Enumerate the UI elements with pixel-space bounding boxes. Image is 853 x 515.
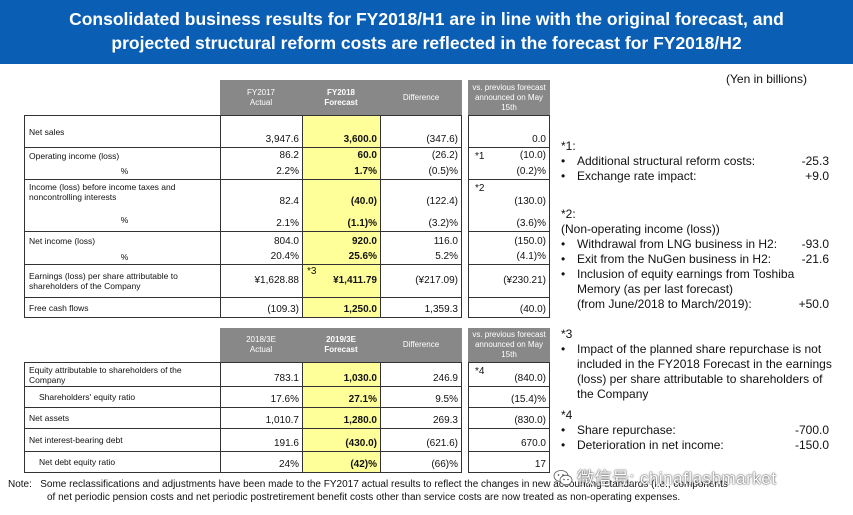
- header-difference: Difference: [380, 328, 462, 362]
- note-2-subtitle: (Non-operating income (loss)): [561, 222, 720, 236]
- table-row: Net assets 1,010.7 1,280.0 269.3 (830.0): [24, 408, 550, 429]
- header-2019-forecast: 2019/3E Forecast: [302, 328, 380, 362]
- cell-forecast: 3,600.0: [302, 115, 380, 148]
- header-2018-actual: 2018/3E Actual: [220, 328, 302, 362]
- unit-label: (Yen in billions): [726, 72, 807, 86]
- cell-difference: (347.6): [380, 115, 462, 148]
- note-marker: *1: [475, 151, 485, 162]
- table-row: Net sales 3,947.6 3,600.0 (347.6) 0.0: [24, 115, 550, 148]
- table-row: Earnings (loss) per share attributable t…: [24, 265, 550, 298]
- wechat-icon: [553, 470, 573, 486]
- note-marker: *4: [475, 366, 485, 377]
- note-2: *2: (Non-operating income (loss)) • Withd…: [561, 207, 829, 311]
- note-item: • Exit from the NuGen business in H2: -21.…: [561, 252, 829, 266]
- balance-table: 2018/3E Actual 2019/3E Forecast Difference…: [24, 328, 550, 473]
- table-row: Shareholders' equity ratio 17.6% 27.1% 9…: [24, 387, 550, 408]
- table-row: Free cash flows (109.3) 1,250.0 1,359.3 …: [24, 298, 550, 318]
- watermark: 微信号: chinaflashmarket: [553, 464, 776, 489]
- table-row: Equity attributable to shareholders of t…: [24, 362, 550, 387]
- note-item: • Withdrawal from LNG business in H2: -93.…: [561, 237, 829, 251]
- note-2-title: *2:: [561, 207, 576, 221]
- header-fy2018: FY2018 Forecast: [302, 80, 380, 115]
- table-row: % 20.4% 25.6% 5.2% (4.1)%: [24, 249, 550, 265]
- note-item: • Share repurchase: -700.0: [561, 423, 829, 437]
- note-marker: *3: [307, 266, 317, 277]
- note-4-title: *4: [561, 408, 573, 422]
- table-row: % 2.2% 1.7% (0.5)% (0.2)%: [24, 163, 550, 180]
- note-item: • Deterioration in net income: -150.0: [561, 438, 829, 452]
- note-item: • Impact of the planned share repurchase …: [561, 342, 822, 356]
- title-banner: Consolidated business results for FY2018…: [0, 0, 853, 64]
- table-row: Income (loss) before income taxes and no…: [24, 180, 550, 209]
- footnote: Note: Some reclassifications and adjustm…: [8, 479, 728, 503]
- header-vs-previous: vs. previous forecast announced on May 15t…: [468, 80, 550, 115]
- table-row: Net income (loss) 804.0 920.0 116.0 (150…: [24, 232, 550, 249]
- note-marker: *2: [475, 183, 485, 194]
- results-table: FY2017 Actual FY2018 Forecast Difference v…: [24, 80, 550, 318]
- note-item: • Inclusion of equity earnings from Toshi…: [561, 267, 795, 281]
- note-item: • Exchange rate impact: +9.0: [561, 169, 829, 183]
- row-label: Net sales: [24, 115, 220, 148]
- cell-actual: 3,947.6: [220, 115, 302, 148]
- note-4: *4 • Share repurchase: -700.0 • Deteriorati…: [561, 408, 829, 453]
- title-line-1: Consolidated business results for FY2018…: [69, 9, 784, 29]
- table-row: Net debt equity ratio 24% (42)% (66)% 17: [24, 452, 550, 473]
- note-item: • Additional structural reform costs: -25.…: [561, 154, 829, 168]
- title-line-2: projected structural reform costs are re…: [111, 33, 742, 53]
- note-3: *3 • Impact of the planned share repurcha…: [561, 327, 841, 402]
- cell-vs-previous: *1 (10.0): [468, 148, 550, 163]
- balance-table-header: 2018/3E Actual 2019/3E Forecast Difference…: [24, 328, 550, 362]
- header-difference: Difference: [380, 80, 462, 115]
- table-row: Net interest-bearing debt 191.6 (430.0) …: [24, 429, 550, 452]
- note-1: *1: • Additional structural reform costs:…: [561, 139, 829, 184]
- note-3-title: *3: [561, 327, 573, 341]
- results-table-header: FY2017 Actual FY2018 Forecast Difference v…: [24, 80, 550, 115]
- row-label: Operating income (loss): [24, 148, 220, 163]
- header-vs-previous: vs. previous forecast announced on May 15t…: [468, 328, 550, 362]
- cell-vs-previous: 0.0: [468, 115, 550, 148]
- note-1-title: *1:: [561, 139, 576, 153]
- header-fy2017: FY2017 Actual: [220, 80, 302, 115]
- table-row: % 2.1% (1.1)% (3.2)% (3.6)%: [24, 209, 550, 232]
- table-row: Operating income (loss) 86.2 60.0 (26.2)…: [24, 148, 550, 163]
